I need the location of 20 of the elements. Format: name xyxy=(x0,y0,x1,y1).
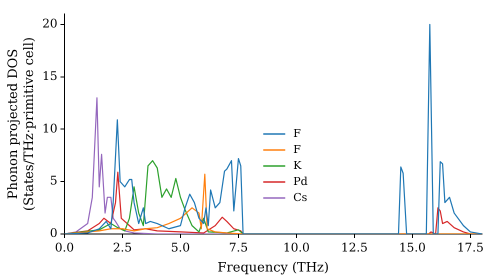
y-tick-label: 15 xyxy=(42,68,58,83)
y-tick-label: 0 xyxy=(50,226,58,240)
x-tick-label: 5.0 xyxy=(170,240,190,254)
x-tick-label: 15.0 xyxy=(399,240,426,254)
x-tick-label: 10.0 xyxy=(283,240,310,254)
legend-label: K xyxy=(293,158,302,172)
y-tick-label: 5 xyxy=(50,174,58,188)
legend-label: Pd xyxy=(293,174,308,188)
y-axis-title: Phonon projected DOS (States/THz·primitive cell) xyxy=(6,36,37,212)
legend-label: Cs xyxy=(293,190,308,204)
x-tick-label: 7.5 xyxy=(228,240,248,254)
x-tick-label: 12.5 xyxy=(341,240,368,254)
x-tick-label: 2.5 xyxy=(112,240,132,254)
y-tick-label: 10 xyxy=(42,121,58,136)
x-axis-title: Frequency (THz) xyxy=(218,260,329,276)
y-tick-label: 20 xyxy=(42,16,58,31)
legend-label: F xyxy=(293,126,302,140)
x-tick-label: 0.0 xyxy=(54,240,74,254)
x-tick-label: 17.5 xyxy=(457,240,484,254)
legend-label: F xyxy=(293,142,302,156)
